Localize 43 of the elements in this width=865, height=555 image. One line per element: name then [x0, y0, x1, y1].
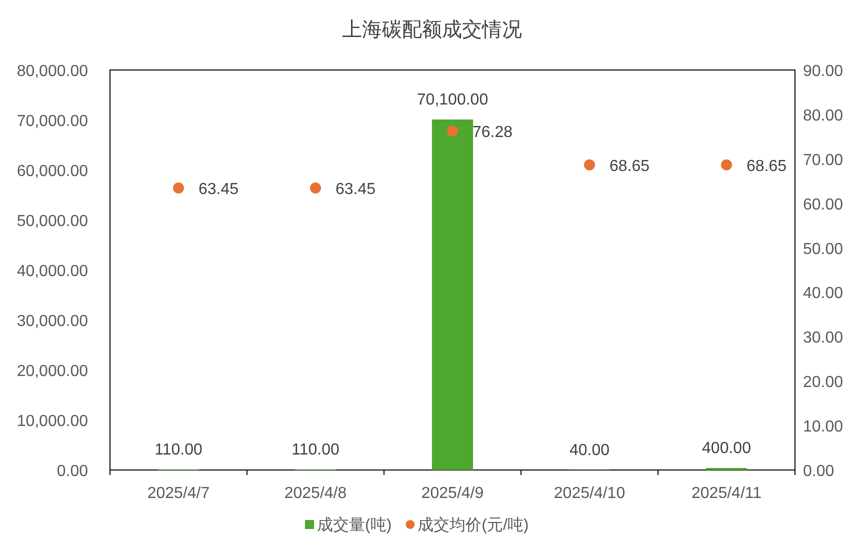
point	[447, 125, 458, 136]
chart-title: 上海碳配额成交情况	[342, 19, 522, 41]
y-tick-label: 70,000.00	[16, 113, 88, 130]
data-label: 68.65	[746, 158, 787, 175]
point	[721, 159, 732, 170]
data-label: 63.45	[198, 181, 239, 198]
point	[173, 182, 184, 194]
data-label: 63.45	[336, 181, 376, 198]
y2-tick-label: 10.00	[803, 418, 844, 436]
y2-tick-label: 0.00	[803, 463, 834, 480]
x-tick-label: 2025/4/10	[554, 485, 626, 502]
point	[584, 159, 595, 170]
y2-tick-label: 70.00	[803, 152, 844, 169]
y2-tick-label: 50.00	[803, 240, 844, 258]
data-label: 110.00	[292, 441, 340, 458]
y-tick-label: 20,000.00	[16, 363, 88, 380]
data-label: 40.00	[569, 442, 610, 459]
data-label: 110.00	[154, 441, 202, 458]
point	[310, 182, 321, 194]
y2-tick-label: 90.00	[803, 63, 844, 80]
y-tick-label: 50,000.00	[16, 213, 88, 230]
y-tick-label: 60,000.00	[16, 163, 88, 180]
y-tick-label: 0.00	[56, 463, 88, 480]
data-label: 400.00	[702, 440, 752, 457]
legend-label: 成交量(吨)	[317, 516, 392, 534]
x-tick-label: 2025/4/9	[421, 485, 484, 502]
bar	[432, 120, 474, 470]
y-tick-label: 30,000.00	[16, 313, 88, 330]
x-tick-label: 2025/4/8	[284, 485, 347, 502]
y-tick-label: 80,000.00	[16, 63, 88, 80]
data-label: 76.28	[472, 124, 513, 141]
x-tick-label: 2025/4/7	[147, 485, 210, 502]
legend-label: 成交均价(元/吨)	[418, 516, 529, 534]
y-tick-label: 40,000.00	[16, 263, 88, 280]
y2-tick-label: 40.00	[803, 285, 844, 302]
data-label: 70,100.00	[416, 92, 488, 108]
y2-tick-label: 80.00	[803, 107, 844, 124]
x-tick-label: 2025/4/11	[692, 485, 762, 502]
data-label: 68.65	[610, 158, 650, 175]
y2-tick-label: 20.00	[803, 374, 844, 392]
y2-tick-label: 60.00	[803, 196, 844, 214]
y-tick-label: 10,000.00	[16, 413, 88, 430]
y2-tick-label: 30.00	[803, 330, 844, 347]
